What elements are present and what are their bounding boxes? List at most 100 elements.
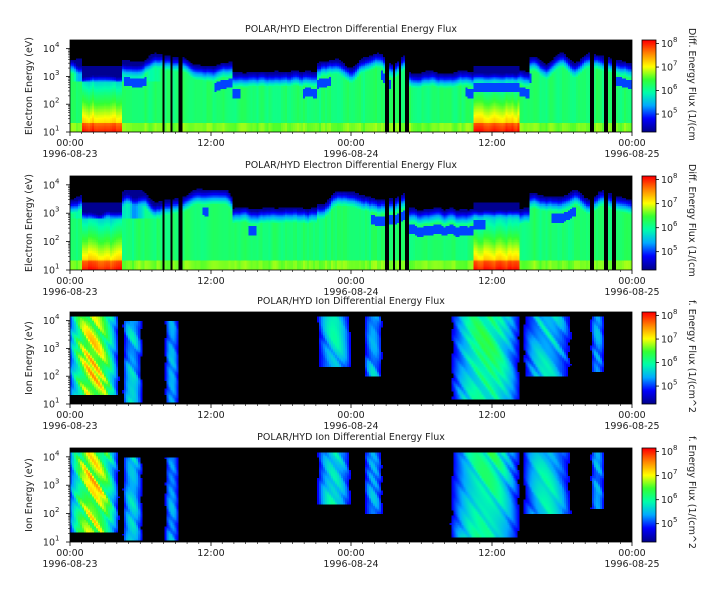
x-tick-time: 12:00 [478, 548, 505, 559]
x-tick-date: 1996-08-24 [323, 149, 378, 160]
x-tick-date: 1996-08-25 [604, 421, 659, 432]
y-tick-exponent: 3 [55, 341, 59, 349]
spectrogram-image [70, 40, 632, 132]
y-tick-label: 10 [43, 209, 55, 220]
colorbar-tick-label: 10 [661, 311, 673, 322]
colorbar-tick-exponent: 5 [673, 107, 677, 115]
colorbar-tick-label: 10 [661, 223, 673, 234]
x-tick-time: 00:00 [337, 410, 364, 421]
y-tick-exponent: 1 [55, 125, 59, 133]
colorbar [642, 40, 656, 132]
colorbar-tick-exponent: 8 [673, 36, 677, 44]
y-tick-label: 10 [43, 237, 55, 248]
colorbar [642, 448, 656, 542]
panel-title: POLAR/HYD Ion Differential Energy Flux [257, 296, 445, 307]
y-tick-exponent: 2 [55, 97, 59, 105]
x-tick-time: 00:00 [56, 548, 83, 559]
y-tick-exponent: 1 [55, 397, 59, 405]
colorbar-frame [641, 39, 657, 133]
colorbar-tick-exponent: 7 [673, 196, 677, 204]
x-tick-time: 00:00 [618, 410, 645, 421]
x-tick-date: 1996-08-23 [42, 287, 97, 298]
y-tick-exponent: 1 [55, 535, 59, 543]
colorbar-tick-label: 10 [661, 495, 673, 506]
y-tick-exponent: 1 [55, 263, 59, 271]
colorbar-tick-exponent: 6 [673, 492, 678, 500]
x-tick-time: 00:00 [56, 138, 83, 149]
colorbar-tick-label: 10 [661, 358, 673, 369]
x-tick-time: 00:00 [618, 548, 645, 559]
x-tick-time: 12:00 [478, 276, 505, 287]
spectrogram-panel: POLAR/HYD Electron Differential Energy F… [24, 160, 697, 298]
spectrogram-panel: POLAR/HYD Ion Differential Energy Flux10… [24, 432, 697, 570]
colorbar-tick-exponent: 6 [673, 355, 678, 363]
y-tick-exponent: 2 [55, 234, 59, 242]
y-tick-label: 10 [43, 72, 55, 83]
spectrogram-panel: POLAR/HYD Ion Differential Energy Flux10… [24, 296, 697, 432]
x-tick-time: 12:00 [197, 276, 224, 287]
colorbar-tick-label: 10 [661, 110, 673, 121]
colorbar-tick-label: 10 [661, 86, 673, 97]
x-tick-time: 12:00 [197, 548, 224, 559]
y-axis-label: Electron Energy (eV) [24, 37, 35, 135]
x-tick-time: 00:00 [337, 276, 364, 287]
panel-title: POLAR/HYD Electron Differential Energy F… [245, 160, 457, 171]
colorbar-tick-label: 10 [661, 447, 673, 458]
y-tick-exponent: 3 [55, 69, 59, 77]
colorbar-label: Diff. Energy Flux (1/(cm [686, 164, 697, 277]
x-tick-time: 00:00 [56, 410, 83, 421]
colorbar [642, 312, 656, 404]
colorbar-tick-exponent: 5 [673, 379, 677, 387]
colorbar-tick-exponent: 7 [673, 332, 677, 340]
colorbar-tick-label: 10 [661, 471, 673, 482]
colorbar-tick-exponent: 5 [673, 516, 677, 524]
spectrogram-panel: POLAR/HYD Electron Differential Energy F… [24, 24, 697, 160]
colorbar-label: Diff. Energy Flux (1/(cm [686, 28, 697, 141]
x-tick-date: 1996-08-24 [323, 421, 378, 432]
spectrogram-image [70, 176, 632, 270]
x-tick-date: 1996-08-25 [604, 149, 659, 160]
colorbar-tick-exponent: 8 [673, 308, 677, 316]
x-tick-date: 1996-08-23 [42, 559, 97, 570]
colorbar-tick-label: 10 [661, 335, 673, 346]
x-tick-time: 12:00 [197, 138, 224, 149]
x-tick-time: 00:00 [618, 276, 645, 287]
y-tick-exponent: 3 [55, 206, 59, 214]
colorbar-tick-label: 10 [661, 382, 673, 393]
colorbar-tick-exponent: 8 [673, 444, 677, 452]
y-tick-exponent: 4 [55, 41, 60, 49]
colorbar-tick-label: 10 [661, 175, 673, 186]
x-tick-date: 1996-08-25 [604, 287, 659, 298]
colorbar-tick-label: 10 [661, 519, 673, 530]
colorbar-label: f. Energy Flux (1/(cm^2 [686, 300, 697, 413]
y-tick-label: 10 [43, 400, 55, 411]
y-tick-label: 10 [43, 180, 55, 191]
colorbar-tick-label: 10 [661, 247, 673, 258]
x-tick-time: 12:00 [478, 410, 505, 421]
x-tick-date: 1996-08-24 [323, 287, 378, 298]
x-tick-time: 12:00 [197, 410, 224, 421]
y-axis-label: Ion Energy (eV) [24, 458, 35, 532]
x-tick-time: 00:00 [618, 138, 645, 149]
y-tick-label: 10 [43, 509, 55, 520]
panel-title: POLAR/HYD Ion Differential Energy Flux [257, 432, 445, 443]
colorbar-tick-exponent: 6 [673, 220, 678, 228]
colorbar-frame [641, 447, 657, 543]
x-tick-time: 00:00 [337, 548, 364, 559]
colorbar-tick-exponent: 6 [673, 83, 678, 91]
colorbar-tick-exponent: 7 [673, 60, 677, 68]
x-tick-date: 1996-08-25 [604, 559, 659, 570]
y-tick-label: 10 [43, 100, 55, 111]
y-tick-exponent: 4 [55, 449, 60, 457]
y-tick-label: 10 [43, 44, 55, 55]
y-tick-exponent: 4 [55, 313, 60, 321]
colorbar-label: f. Energy Flux (1/(cm^2 [686, 436, 697, 549]
panel-title: POLAR/HYD Electron Differential Energy F… [245, 24, 457, 35]
colorbar-frame [641, 175, 657, 271]
colorbar-tick-exponent: 8 [673, 172, 677, 180]
colorbar [642, 176, 656, 270]
y-axis-label: Ion Energy (eV) [24, 321, 35, 395]
y-tick-exponent: 2 [55, 369, 59, 377]
x-tick-date: 1996-08-23 [42, 149, 97, 160]
